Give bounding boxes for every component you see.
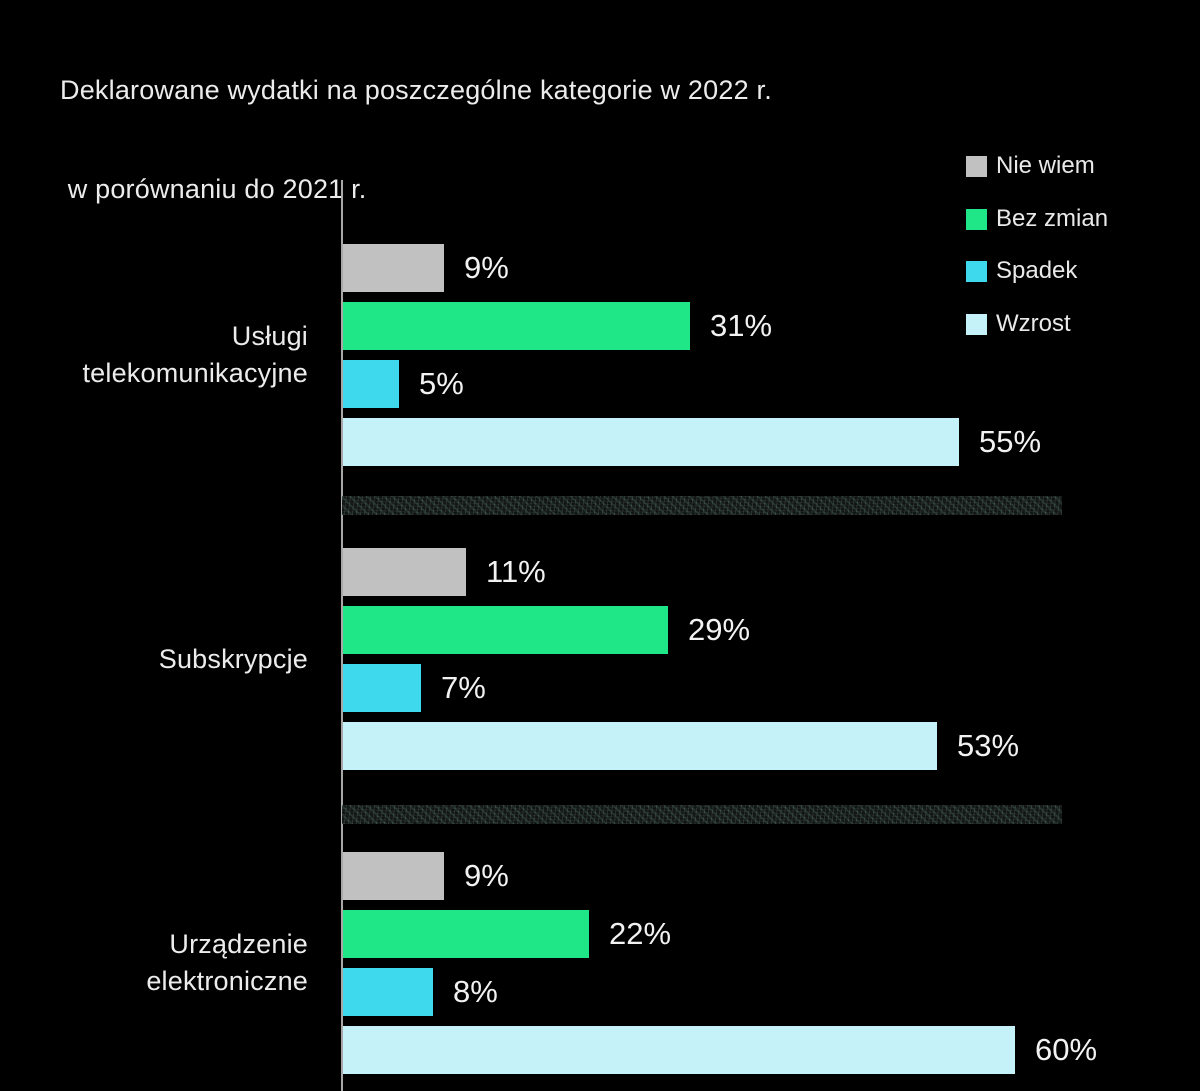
bar-row-us-ugi-telekomunikacyjne-wzrost: 55% <box>343 418 1200 466</box>
bar-value-label: 22% <box>609 916 672 951</box>
legend-label: Spadek <box>996 257 1078 284</box>
category-label-us-ugi-telekomunikacyjne: Usługi telekomunikacyjne <box>0 318 308 392</box>
category-label-line: Urządzenie <box>169 929 308 959</box>
bar-value-label: 60% <box>1035 1032 1098 1067</box>
legend-item-bez-zmian: Bez zmian <box>966 205 1109 232</box>
bar-value-label: 9% <box>464 250 509 285</box>
legend-label: Bez zmian <box>996 205 1109 232</box>
bar-row-us-ugi-telekomunikacyjne-bez-zmian: 31% <box>343 302 1200 350</box>
bar-subskrypcje-nie-wiem <box>343 548 466 596</box>
category-label-line: telekomunikacyjne <box>82 358 308 388</box>
bar-row-us-ugi-telekomunikacyjne-nie-wiem: 9% <box>343 244 1200 292</box>
bar-value-label: 9% <box>464 858 509 893</box>
legend-swatch-bez-zmian <box>966 208 987 230</box>
category-label-line: Usługi <box>231 321 308 351</box>
legend-item-spadek: Spadek <box>966 257 1078 284</box>
bar-row-urz-dzenie-elektroniczne-bez-zmian: 22% <box>343 910 1200 958</box>
group-separator-2 <box>342 805 1062 824</box>
bar-urz-dzenie-elektroniczne-spadek <box>343 968 433 1016</box>
group-separator-1 <box>342 496 1062 515</box>
bar-value-label: 55% <box>979 424 1042 459</box>
category-label-urz-dzenie-elektroniczne: Urządzenie elektroniczne <box>0 926 308 1000</box>
bar-row-urz-dzenie-elektroniczne-wzrost: 60% <box>343 1026 1200 1074</box>
legend-swatch-nie-wiem <box>966 155 987 177</box>
bar-value-label: 29% <box>688 612 751 647</box>
bar-subskrypcje-spadek <box>343 664 421 712</box>
bar-value-label: 7% <box>441 670 486 705</box>
chart-title-line-1: Deklarowane wydatki na poszczególne kate… <box>60 75 772 105</box>
bar-subskrypcje-wzrost <box>343 722 937 770</box>
legend-item-nie-wiem: Nie wiem <box>966 152 1095 179</box>
legend-label: Wzrost <box>996 310 1071 337</box>
bar-subskrypcje-bez-zmian <box>343 606 668 654</box>
bar-urz-dzenie-elektroniczne-nie-wiem <box>343 852 444 900</box>
y-axis-line <box>341 180 343 1091</box>
bar-row-subskrypcje-bez-zmian: 29% <box>343 606 1200 654</box>
bar-row-us-ugi-telekomunikacyjne-spadek: 5% <box>343 360 1200 408</box>
bar-value-label: 8% <box>453 974 498 1009</box>
legend-swatch-spadek <box>966 260 987 282</box>
bar-urz-dzenie-elektroniczne-wzrost <box>343 1026 1015 1074</box>
chart-title-line-2: w porównaniu do 2021 r. <box>60 174 367 204</box>
bar-us-ugi-telekomunikacyjne-nie-wiem <box>343 244 444 292</box>
legend-label: Nie wiem <box>996 152 1095 179</box>
bar-row-urz-dzenie-elektroniczne-spadek: 8% <box>343 968 1200 1016</box>
chart-title: Deklarowane wydatki na poszczególne kate… <box>60 8 772 272</box>
legend-item-wzrost: Wzrost <box>966 310 1071 337</box>
bar-value-label: 11% <box>486 554 546 589</box>
bar-row-urz-dzenie-elektroniczne-nie-wiem: 9% <box>343 852 1200 900</box>
bar-value-label: 53% <box>957 728 1020 763</box>
bar-row-subskrypcje-spadek: 7% <box>343 664 1200 712</box>
legend-swatch-wzrost <box>966 313 987 335</box>
bar-value-label: 5% <box>419 366 464 401</box>
bar-value-label: 31% <box>710 308 773 343</box>
bar-urz-dzenie-elektroniczne-bez-zmian <box>343 910 589 958</box>
category-label-subskrypcje: Subskrypcje <box>0 641 308 678</box>
bar-us-ugi-telekomunikacyjne-bez-zmian <box>343 302 690 350</box>
bar-us-ugi-telekomunikacyjne-wzrost <box>343 418 959 466</box>
bar-row-subskrypcje-wzrost: 53% <box>343 722 1200 770</box>
bar-row-subskrypcje-nie-wiem: 11% <box>343 548 1200 596</box>
category-label-line: Subskrypcje <box>158 644 308 674</box>
category-label-line: elektroniczne <box>146 966 308 996</box>
bar-us-ugi-telekomunikacyjne-spadek <box>343 360 399 408</box>
